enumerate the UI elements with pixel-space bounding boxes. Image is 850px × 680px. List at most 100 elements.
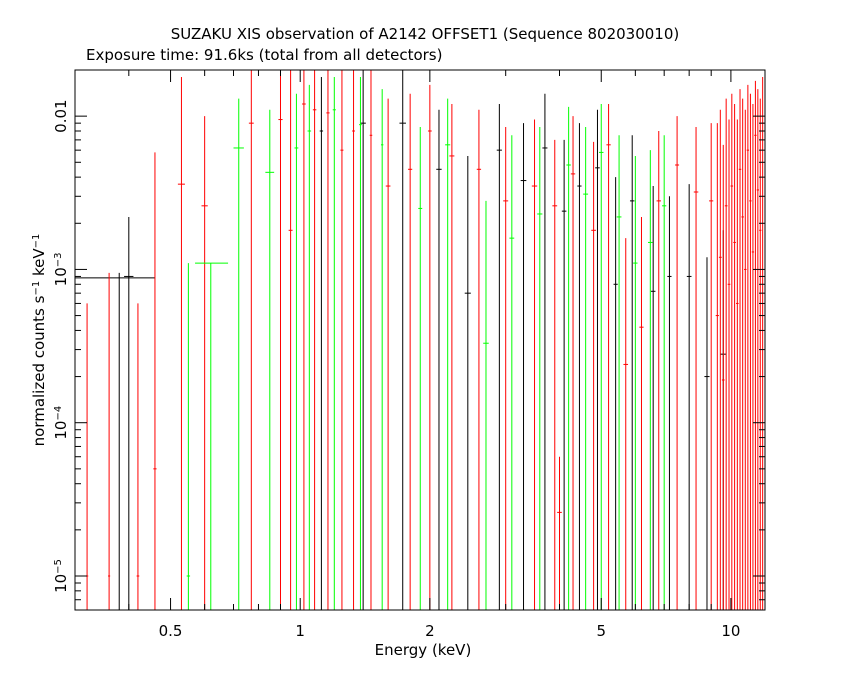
y-tick-label: 10−3 — [52, 253, 70, 287]
data-point — [749, 93, 752, 610]
x-tick-label: 2 — [425, 622, 435, 640]
data-point — [724, 98, 728, 610]
plot-frame — [74, 69, 766, 611]
data-point — [693, 126, 699, 610]
data-point — [595, 109, 600, 610]
data-point — [633, 155, 638, 610]
data-point — [520, 123, 527, 610]
data-point — [744, 109, 747, 610]
data-layer — [75, 70, 764, 610]
x-tick-label: 1 — [295, 622, 305, 640]
data-point — [75, 272, 155, 610]
chart-title: SUZAKU XIS observation of A2142 OFFSET1 … — [171, 25, 679, 43]
x-tick-label: 0.5 — [159, 622, 183, 640]
data-point — [408, 93, 413, 610]
data-point — [623, 238, 629, 610]
y-tick-label-base: 10 — [52, 421, 70, 440]
data-point — [302, 70, 306, 610]
data-point — [650, 186, 656, 610]
y-tick-label-exp: −3 — [53, 253, 64, 268]
data-point — [736, 119, 739, 610]
y-tick-label: 0.01 — [52, 99, 70, 132]
data-point — [436, 109, 442, 610]
data-point — [288, 70, 293, 610]
series-2 — [186, 77, 667, 610]
y-tick-label-base: 10 — [52, 574, 70, 593]
data-point — [369, 70, 373, 610]
series-3 — [715, 77, 764, 610]
data-point — [583, 126, 589, 610]
data-point — [418, 126, 423, 610]
data-point — [186, 263, 191, 610]
data-point — [552, 139, 558, 610]
data-point — [566, 106, 571, 610]
data-point — [359, 77, 362, 610]
data-point — [153, 152, 157, 610]
y-axis-label-mid: keV — [30, 248, 48, 281]
y-tick-label-base: 10 — [52, 267, 70, 286]
data-point — [577, 123, 582, 610]
data-point — [509, 135, 515, 610]
data-point — [265, 109, 275, 610]
data-point — [718, 109, 722, 610]
data-point — [738, 89, 742, 610]
data-point — [332, 77, 336, 610]
data-point — [733, 104, 736, 610]
data-point — [542, 93, 548, 610]
data-point — [598, 104, 604, 610]
data-point — [730, 93, 734, 610]
data-point — [496, 104, 502, 610]
data-point — [537, 126, 543, 610]
data-point — [606, 104, 611, 610]
data-point — [108, 272, 111, 610]
data-point — [613, 177, 618, 610]
data-point — [741, 98, 744, 610]
data-point — [667, 196, 672, 610]
data-point — [616, 135, 622, 610]
data-point — [483, 200, 489, 610]
y-tick-label-exp: −4 — [53, 406, 64, 421]
data-point — [380, 89, 384, 610]
data-point — [476, 109, 482, 610]
data-point — [445, 98, 451, 610]
data-point — [360, 70, 366, 610]
data-point — [629, 135, 635, 610]
data-point — [570, 116, 576, 610]
data-point — [746, 84, 750, 610]
data-point — [709, 123, 714, 610]
data-point — [648, 150, 653, 610]
data-point — [639, 216, 644, 610]
data-point — [727, 119, 731, 610]
chart-subtitle: Exposure time: 91.6ks (total from all de… — [86, 46, 442, 64]
data-point — [326, 70, 330, 610]
data-point — [124, 216, 134, 610]
data-point — [294, 93, 299, 610]
data-point — [399, 70, 406, 610]
data-point — [427, 84, 432, 610]
y-axis-label: normalized counts s−1 keV−1 — [30, 234, 48, 447]
data-point — [464, 155, 471, 610]
data-point — [591, 141, 596, 610]
x-axis-label: Energy (keV) — [375, 641, 472, 659]
data-point — [233, 98, 244, 610]
y-axis-label-exp1: −1 — [31, 281, 42, 296]
data-point — [307, 84, 312, 610]
data-point — [754, 80, 757, 610]
series-1 — [85, 70, 714, 610]
data-point — [195, 262, 229, 610]
data-point — [385, 98, 391, 610]
data-point — [312, 70, 317, 610]
data-point — [177, 77, 185, 610]
y-tick-label-exp: −5 — [53, 559, 64, 574]
y-axis-label-main: normalized counts s — [30, 295, 48, 446]
data-point — [449, 104, 455, 610]
data-point — [85, 303, 89, 610]
x-tick-label: 5 — [596, 622, 606, 640]
data-point — [531, 119, 538, 610]
data-point — [704, 257, 710, 610]
data-point — [557, 456, 562, 610]
data-point — [319, 77, 324, 610]
data-point — [278, 70, 283, 610]
series-0 — [75, 70, 727, 610]
